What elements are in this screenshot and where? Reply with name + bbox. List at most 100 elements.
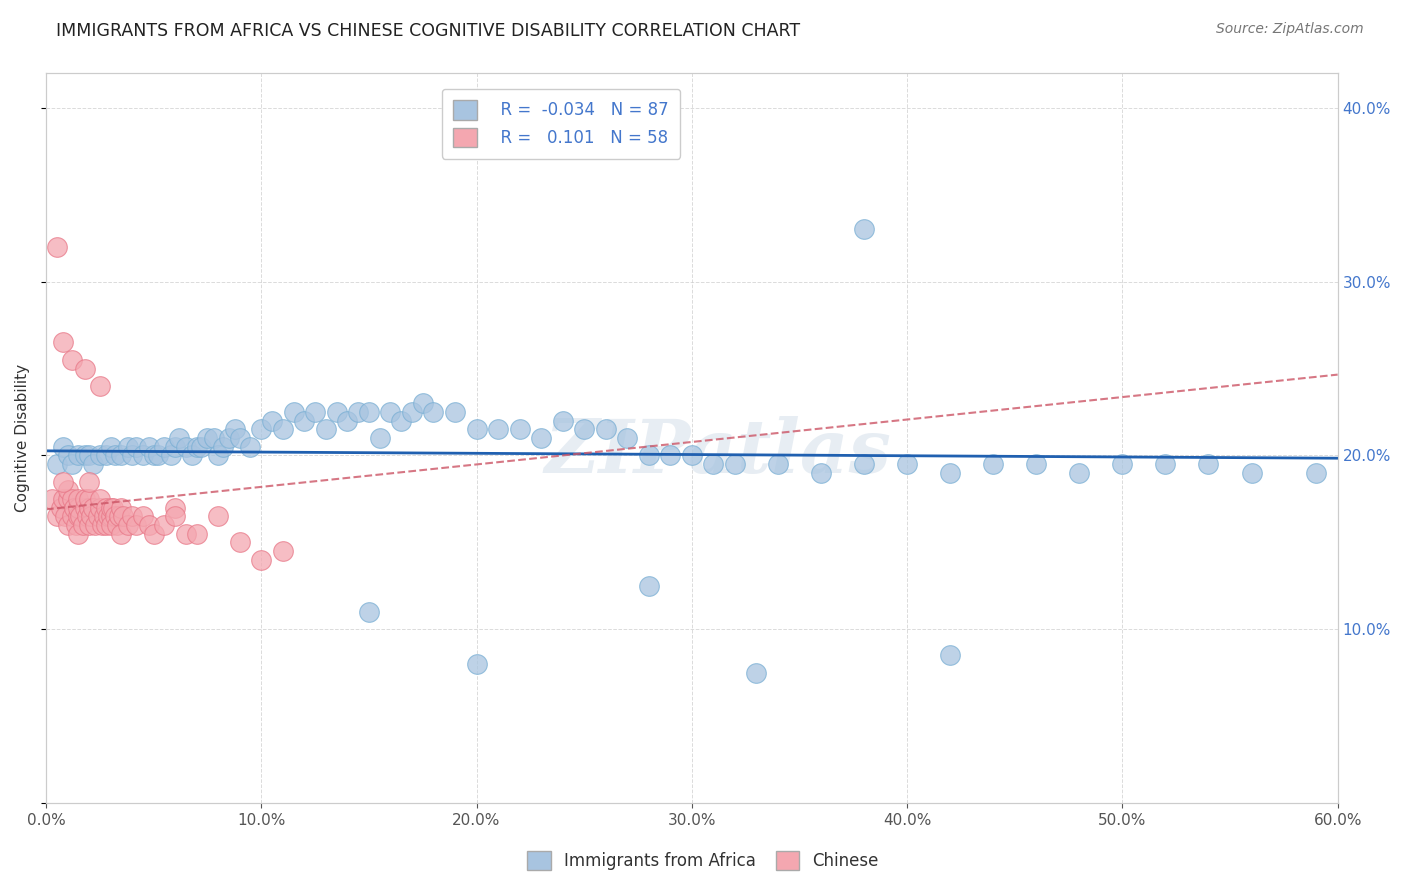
Point (77, 475, 100, 489)
Point (810, 466, 832, 480)
Point (745, 665, 768, 680)
Point (766, 457, 789, 471)
Point (110, 526, 132, 541)
Point (174, 526, 197, 541)
Point (86, 509, 108, 524)
Point (551, 414, 574, 428)
Point (82, 500, 104, 515)
Point (250, 553, 273, 567)
Point (56, 491, 79, 506)
Point (89, 379, 111, 393)
Point (76, 509, 98, 524)
Point (169, 431, 191, 445)
Point (616, 431, 638, 445)
Point (52, 491, 75, 506)
Point (165, 500, 187, 515)
Point (1111, 457, 1133, 471)
Point (659, 449, 682, 463)
Point (96, 500, 118, 515)
Point (56, 483, 79, 498)
Point (142, 526, 165, 541)
Point (637, 579, 659, 593)
Point (104, 449, 127, 463)
Point (315, 422, 337, 436)
Point (100, 509, 122, 524)
Point (72, 518, 94, 533)
Point (509, 422, 531, 436)
Point (250, 422, 273, 436)
Point (853, 457, 876, 471)
Point (82, 457, 104, 471)
Point (283, 405, 305, 419)
Point (1154, 457, 1177, 471)
Point (271, 544, 294, 558)
Point (401, 405, 423, 419)
Point (45, 457, 67, 471)
Point (108, 509, 131, 524)
Point (165, 440, 187, 454)
Point (939, 466, 962, 480)
Point (1198, 457, 1220, 471)
Point (91, 518, 114, 533)
Point (207, 449, 229, 463)
Point (186, 440, 208, 454)
Point (572, 422, 595, 436)
Point (368, 431, 391, 445)
Point (89, 491, 111, 506)
Point (73, 449, 96, 463)
Point (224, 422, 246, 436)
Point (80, 509, 103, 524)
Point (67, 449, 90, 463)
Legend:   R =  -0.034   N = 87,   R =   0.101   N = 58: R = -0.034 N = 87, R = 0.101 N = 58 (441, 88, 681, 159)
Point (112, 509, 135, 524)
Point (53, 509, 76, 524)
Point (146, 449, 169, 463)
Point (389, 414, 412, 428)
Point (125, 440, 148, 454)
Point (104, 509, 127, 524)
Point (97, 509, 120, 524)
Point (132, 449, 155, 463)
Point (77, 491, 100, 506)
Text: Source: ZipAtlas.com: Source: ZipAtlas.com (1216, 22, 1364, 37)
Point (49, 500, 72, 515)
Point (96, 449, 118, 463)
Point (41, 491, 63, 506)
Point (45, 240, 67, 254)
Point (121, 509, 143, 524)
Point (117, 440, 139, 454)
Point (84, 518, 107, 533)
Point (1240, 466, 1263, 480)
Point (100, 500, 122, 515)
Point (380, 405, 402, 419)
Point (160, 449, 183, 463)
Point (465, 657, 488, 672)
Point (190, 440, 212, 454)
Point (681, 449, 703, 463)
Point (260, 414, 283, 428)
Point (228, 431, 250, 445)
Point (121, 449, 143, 463)
Point (101, 500, 124, 515)
Point (896, 457, 918, 471)
Point (67, 491, 90, 506)
Point (412, 396, 434, 410)
Point (138, 440, 160, 454)
Point (69, 509, 91, 524)
Point (45, 509, 67, 524)
Point (153, 440, 176, 454)
Point (186, 526, 208, 541)
Point (1069, 466, 1091, 480)
Point (939, 648, 962, 663)
Point (96, 518, 118, 533)
Text: IMMIGRANTS FROM AFRICA VS CHINESE COGNITIVE DISABILITY CORRELATION CHART: IMMIGRANTS FROM AFRICA VS CHINESE COGNIT… (56, 22, 800, 40)
Legend: Immigrants from Africa, Chinese: Immigrants from Africa, Chinese (520, 844, 886, 877)
Point (73, 361, 96, 376)
Point (60, 352, 83, 367)
Point (702, 457, 724, 471)
Point (60, 491, 83, 506)
Point (67, 509, 90, 524)
Point (52, 335, 75, 350)
Point (211, 440, 233, 454)
Point (60, 457, 83, 471)
